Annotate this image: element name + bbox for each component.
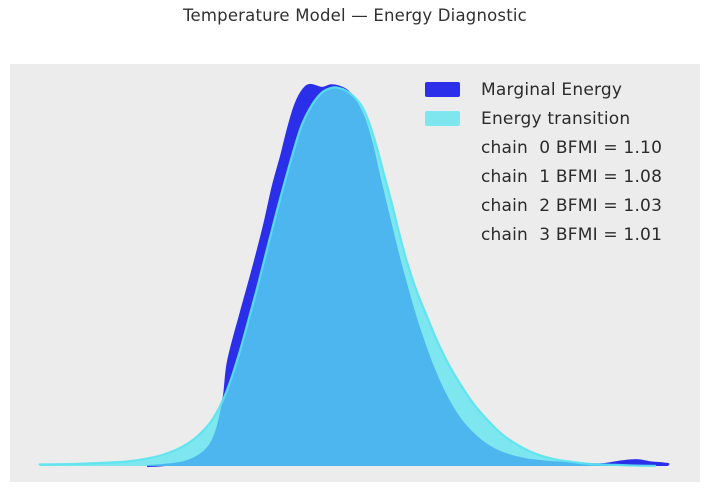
legend-swatch-spacer (425, 198, 460, 213)
plot-area: Marginal Energy Energy transition chain … (10, 64, 700, 482)
legend: Marginal Energy Energy transition chain … (425, 75, 662, 249)
chain-3-bfmi-text: chain 3 BFMI = 1.01 (481, 224, 663, 245)
legend-swatch-spacer (425, 140, 460, 155)
legend-row-chain-2-bfmi: chain 2 BFMI = 1.03 (425, 191, 662, 220)
legend-row-marginal-energy: Marginal Energy (425, 75, 662, 104)
legend-swatch-spacer (425, 169, 460, 184)
legend-label: Marginal Energy (481, 79, 623, 100)
legend-row-chain-0-bfmi: chain 0 BFMI = 1.10 (425, 133, 662, 162)
legend-row-energy-transition: Energy transition (425, 104, 662, 133)
chart-title: Temperature Model — Energy Diagnostic (183, 6, 527, 25)
energy-density-chart (38, 83, 670, 468)
energy-transition-density-area (39, 87, 656, 466)
marginal-energy-swatch-icon (425, 82, 460, 97)
chain-0-bfmi-text: chain 0 BFMI = 1.10 (481, 137, 663, 158)
legend-row-chain-1-bfmi: chain 1 BFMI = 1.08 (425, 162, 662, 191)
legend-swatch-spacer (425, 227, 460, 242)
chain-2-bfmi-text: chain 2 BFMI = 1.03 (481, 195, 663, 216)
energy-transition-swatch-icon (425, 111, 460, 126)
legend-label: Energy transition (481, 108, 631, 129)
density-series-layer (38, 83, 670, 468)
energy-transition-density-outline (38, 86, 657, 467)
chain-1-bfmi-text: chain 1 BFMI = 1.08 (481, 166, 663, 187)
legend-row-chain-3-bfmi: chain 3 BFMI = 1.01 (425, 220, 662, 249)
